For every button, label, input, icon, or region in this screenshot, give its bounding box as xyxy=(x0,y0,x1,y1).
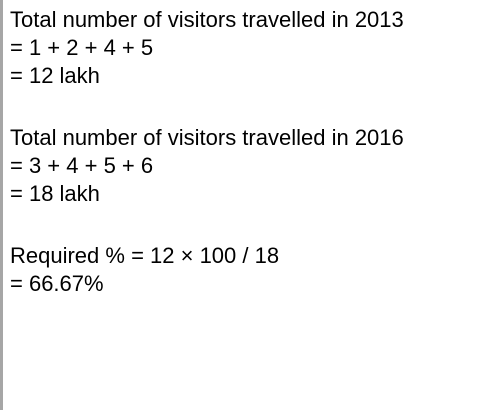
visitors-2013-heading: Total number of visitors travelled in 20… xyxy=(10,7,404,32)
left-border-line xyxy=(0,0,3,410)
visitors-2013-result: = 12 lakh xyxy=(10,63,100,88)
visitors-2016-block: Total number of visitors travelled in 20… xyxy=(10,124,486,208)
visitors-2016-result: = 18 lakh xyxy=(10,181,100,206)
visitors-2016-heading: Total number of visitors travelled in 20… xyxy=(10,125,404,150)
spacer xyxy=(10,90,486,124)
required-percent-result: = 66.67% xyxy=(10,271,104,296)
required-percent-formula: Required % = 12 × 100 / 18 xyxy=(10,243,280,268)
visitors-2013-block: Total number of visitors travelled in 20… xyxy=(10,6,486,90)
spacer xyxy=(10,208,486,242)
required-percent-block: Required % = 12 × 100 / 18 = 66.67% xyxy=(10,242,486,298)
solution-text: Total number of visitors travelled in 20… xyxy=(10,6,486,298)
visitors-2016-sum: = 3 + 4 + 5 + 6 xyxy=(10,153,154,178)
visitors-2013-sum: = 1 + 2 + 4 + 5 xyxy=(10,35,154,60)
